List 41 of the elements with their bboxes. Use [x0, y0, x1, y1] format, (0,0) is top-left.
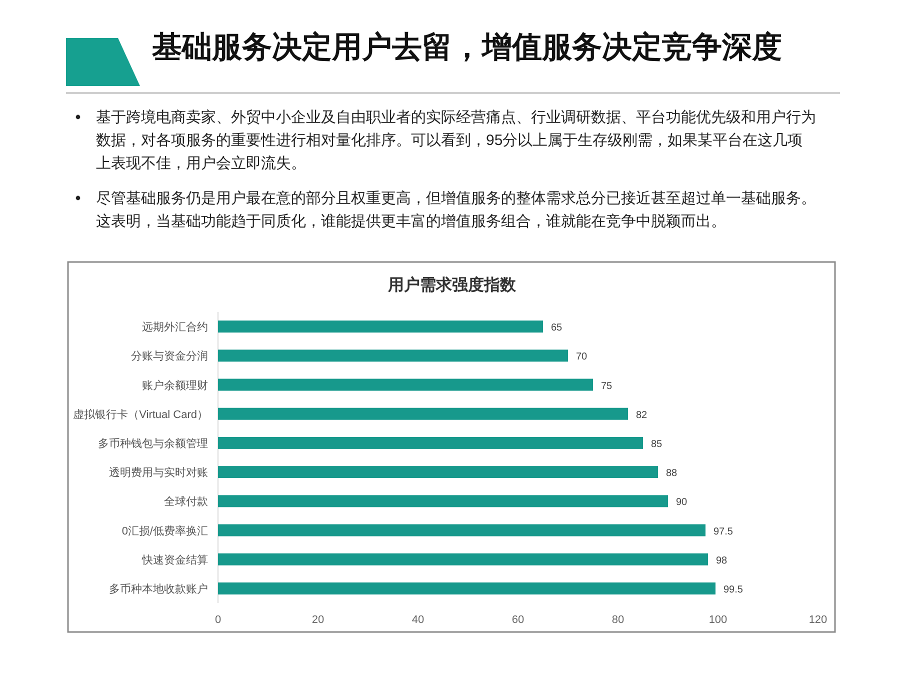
data-label: 70: [576, 352, 588, 363]
y-tick-label: 远期外汇合约: [142, 320, 208, 334]
bar: [218, 378, 593, 391]
data-label: 98: [716, 555, 728, 566]
y-tick-label: 快速资金结算: [141, 553, 208, 566]
bar: [218, 408, 628, 420]
text: 基于跨境电商卖家、外贸中小企业及自由职业者的实际经营痛点、行业调研数据、平台功能优先级和用户行为数据，对各项服务的重要性进行相对量化排序。可以看到，95分以上属于生存级刚需，如果某平台在这几项上表现不佳，用户会立即流失。: [96, 109, 816, 172]
x-tick-label: 80: [612, 614, 624, 626]
x-tick-label: 0: [214, 614, 222, 626]
y-tick-label: 账户余额理财: [142, 378, 208, 392]
chart-title: 基础服务决定用户去留，增值服务决定竞争深度: [151, 30, 782, 64]
data-label: 99.5: [724, 584, 744, 596]
y-tick-label: 虚拟银行卡（Virtual Card）: [73, 408, 208, 421]
y-tick-label: 分账与资金分润: [131, 350, 208, 363]
x-tick-label: 20: [312, 614, 324, 626]
data-label: 65: [551, 322, 563, 334]
bar: [218, 495, 668, 508]
data-label: 82: [636, 410, 648, 421]
x-tick-label: 120: [808, 614, 828, 626]
chart-subtitle: 用户需求强度指数: [387, 275, 517, 294]
data-label: 75: [601, 380, 613, 392]
bar: [218, 582, 716, 594]
y-tick-label: 多币种本地收款账户: [109, 582, 208, 596]
data-label: 90: [676, 497, 688, 508]
y-tick-label: 0汇损/低费率换汇: [122, 524, 208, 538]
x-tick-label: 40: [412, 614, 424, 626]
data-label: 88: [666, 468, 678, 480]
bar: [218, 524, 706, 536]
bar: [218, 466, 658, 478]
y-tick-label: 多币种钱包与余额管理: [98, 436, 208, 450]
text: 尽管基础服务仍是用户最在意的部分且权重更高，但增值服务的整体需求总分已接近甚至超过单一基础服务。这表明，当基础功能趋于同质化，谁能提供更丰富的增值服务组合，谁就能在竞争中脱颖而出。: [96, 190, 816, 230]
data-label: 97.5: [714, 526, 734, 538]
x-tick-label: 60: [512, 614, 524, 626]
data-label: 85: [651, 438, 663, 450]
y-tick-label: 全球付款: [164, 495, 208, 508]
bar: [218, 553, 708, 566]
bar: [218, 320, 543, 333]
bar: [218, 350, 568, 362]
y-tick-label: 透明费用与实时对账: [109, 466, 208, 480]
bar: [218, 436, 643, 449]
x-tick-label: 100: [708, 614, 728, 626]
